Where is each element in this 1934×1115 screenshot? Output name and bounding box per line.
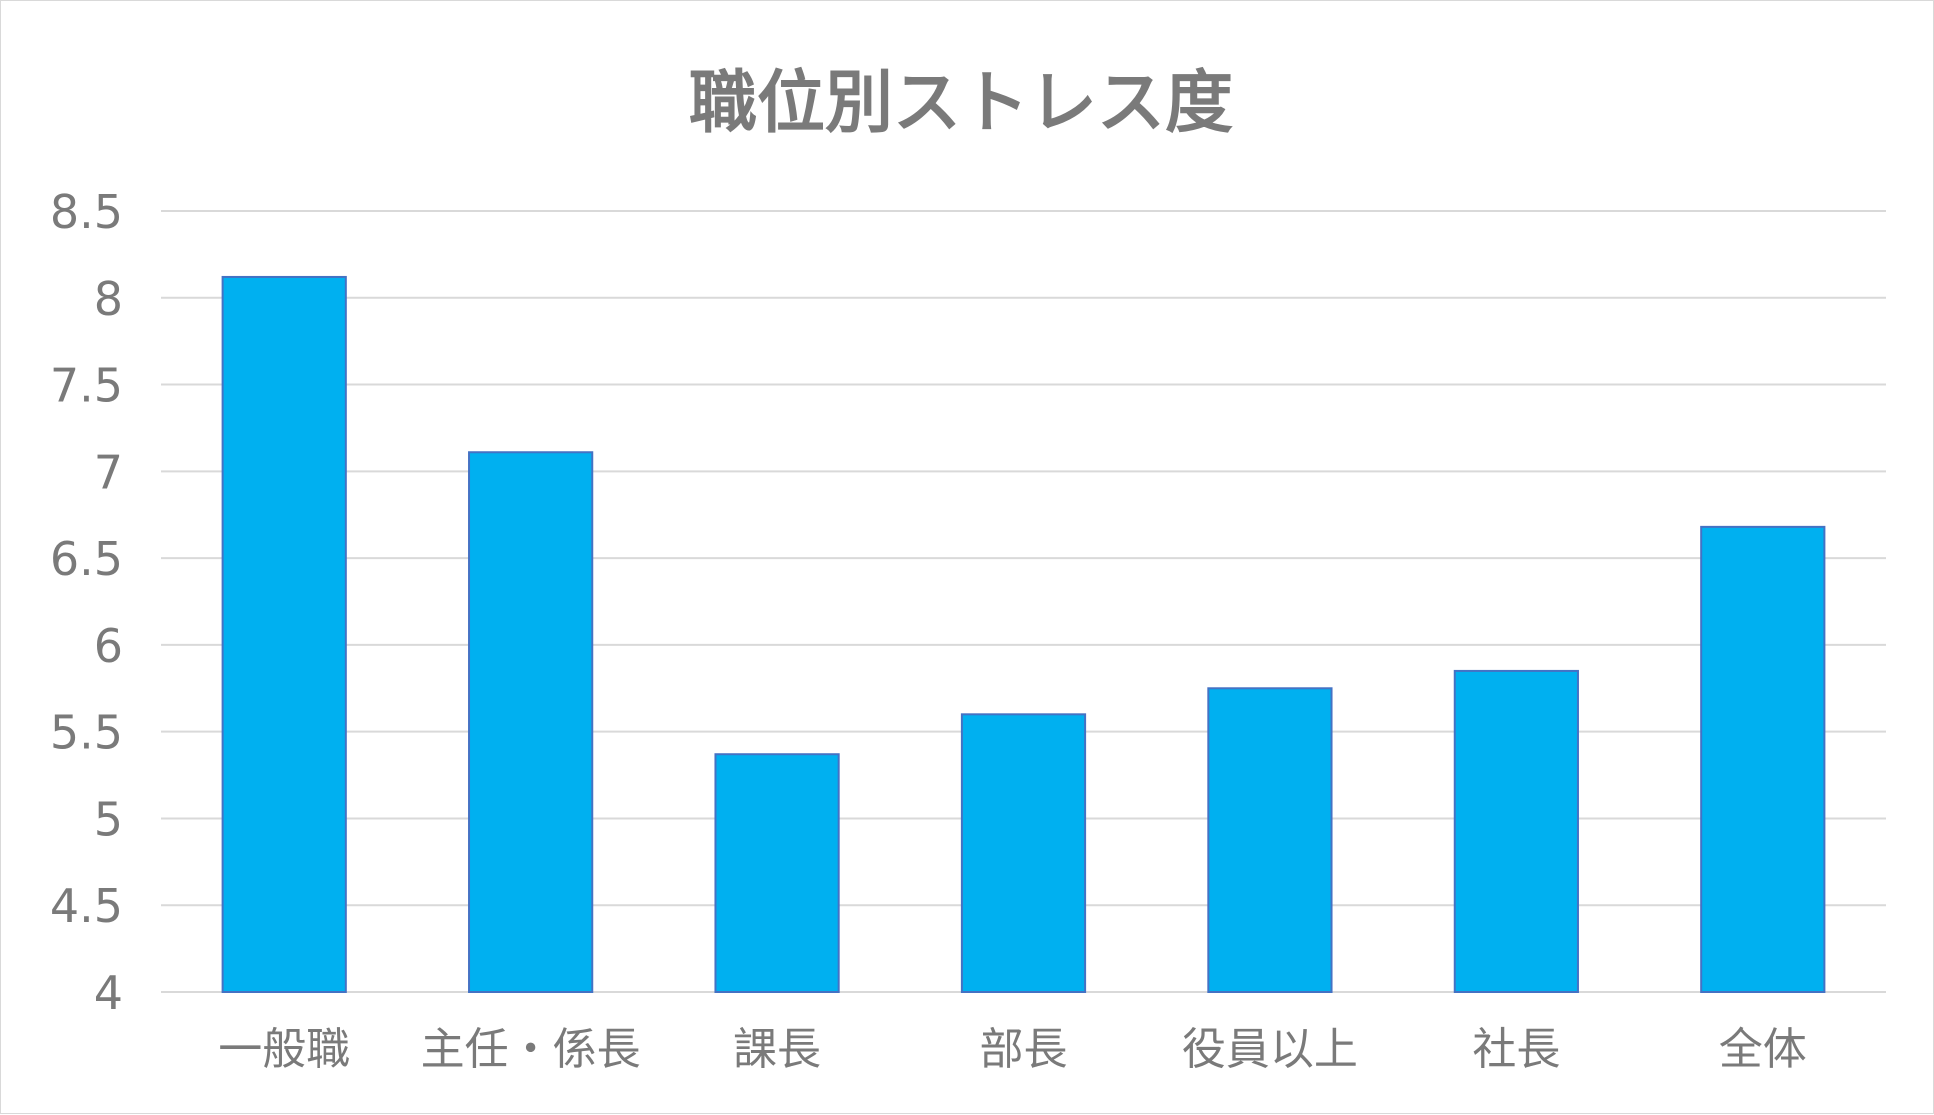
x-tick-label: 社長 xyxy=(1472,1024,1560,1075)
x-tick-label: 一般職 xyxy=(218,1024,350,1075)
x-tick-label: 部長 xyxy=(980,1024,1068,1075)
y-tick-label: 4 xyxy=(94,966,123,1020)
y-tick-label: 7.5 xyxy=(50,359,123,413)
x-axis-tick-labels: 一般職 主任・係長 課長 部長 役員以上 社長 全体 xyxy=(218,1024,1807,1075)
y-tick-label: 5.5 xyxy=(50,706,123,760)
y-tick-label: 5 xyxy=(94,792,123,846)
bars xyxy=(221,275,1826,994)
bar xyxy=(1453,669,1579,994)
bar xyxy=(1207,687,1333,993)
y-tick-label: 6 xyxy=(94,619,123,673)
y-tick-label: 7 xyxy=(94,445,123,499)
y-tick-label: 4.5 xyxy=(50,879,123,933)
x-tick-label: 役員以上 xyxy=(1182,1024,1358,1075)
bar xyxy=(1700,525,1826,993)
y-tick-label: 6.5 xyxy=(50,532,123,586)
y-tick-label: 8 xyxy=(94,272,123,326)
y-axis-tick-labels: 4 4.5 5 5.5 6 6.5 7 7.5 8 8.5 xyxy=(50,185,123,1020)
gridlines xyxy=(161,210,1886,993)
x-tick-label: 課長 xyxy=(733,1024,821,1075)
y-tick-label: 8.5 xyxy=(50,185,123,239)
bar xyxy=(960,713,1087,993)
bar xyxy=(221,275,347,993)
chart-title: 職位別ストレス度 xyxy=(689,64,1233,143)
x-tick-label: 主任・係長 xyxy=(421,1024,641,1075)
bar xyxy=(468,451,594,993)
bar xyxy=(714,753,840,993)
x-tick-label: 全体 xyxy=(1719,1024,1807,1075)
